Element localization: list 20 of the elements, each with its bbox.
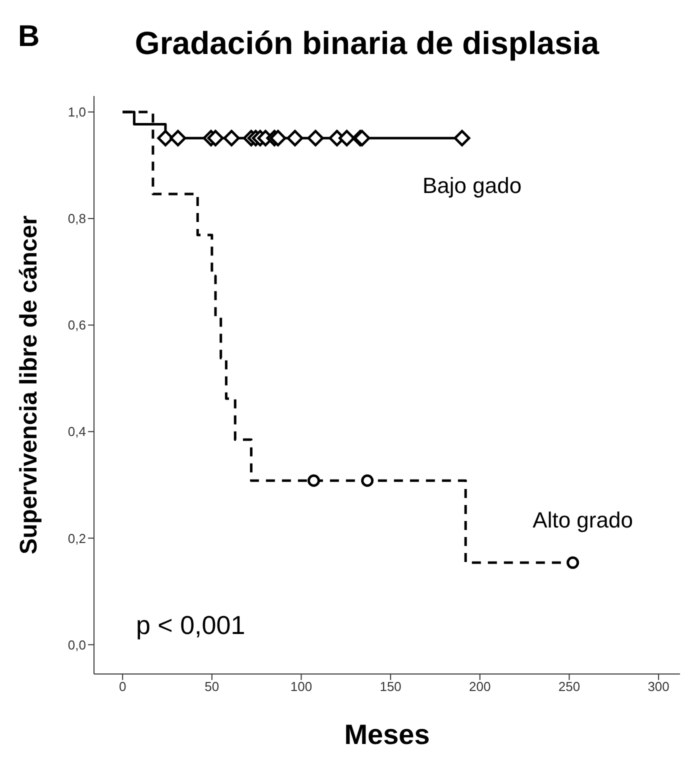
y-tick-label: 0,0 — [68, 637, 86, 652]
x-tick-label: 100 — [290, 679, 312, 694]
x-tick-label: 250 — [558, 679, 580, 694]
x-axis-title: Meses — [344, 719, 430, 750]
y-tick-label: 1,0 — [68, 104, 86, 120]
y-tick-label: 0,4 — [68, 424, 86, 440]
x-tick-label: 50 — [204, 679, 220, 694]
text: B — [18, 20, 40, 54]
x-tick-label: 300 — [648, 679, 670, 694]
series-label: Alto grado — [532, 508, 633, 533]
y-tick-label: 0,8 — [68, 211, 86, 226]
y-tick-label: 0,6 — [68, 318, 86, 333]
y-axis-title: Supervivencia libre de cáncer — [16, 216, 43, 554]
y-tick-label: 0,2 — [68, 530, 86, 546]
x-tick-label: 0 — [118, 679, 126, 694]
x-tick-label: 200 — [469, 679, 491, 694]
series-label: Bajo gado — [422, 173, 522, 198]
annotation: p < 0,001 — [136, 610, 246, 641]
x-tick-label: 150 — [380, 679, 402, 694]
chart-title: Gradación binaria de displasia — [134, 24, 600, 60]
